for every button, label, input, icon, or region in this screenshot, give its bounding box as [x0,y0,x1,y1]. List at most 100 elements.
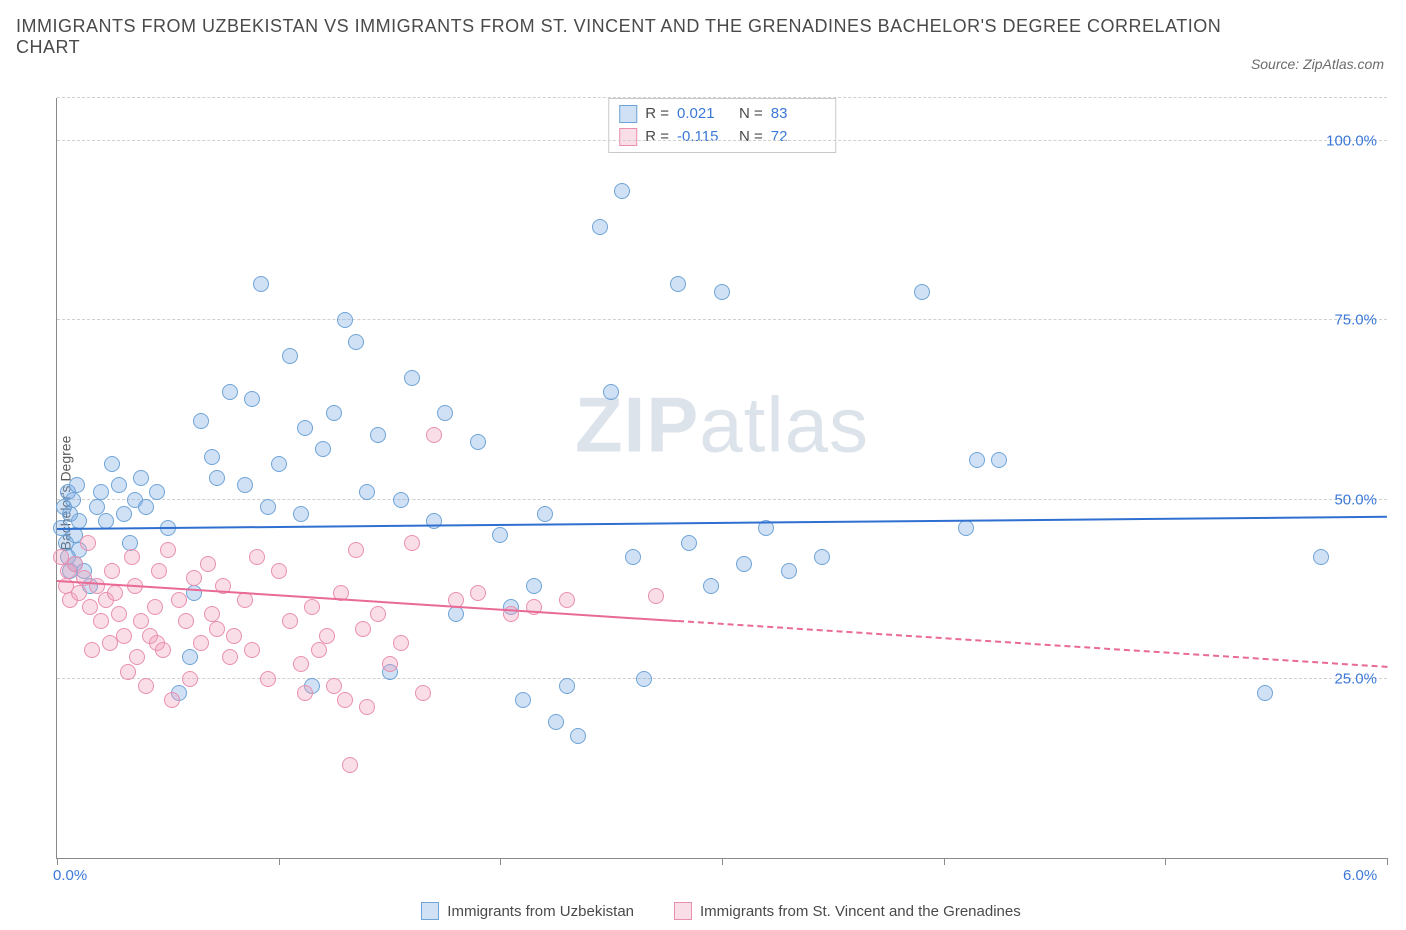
data-point-uzb [969,452,985,468]
data-point-svg [120,664,136,680]
data-point-uzb [670,276,686,292]
data-point-uzb [570,728,586,744]
data-point-svg [293,656,309,672]
x-tick [279,858,280,865]
data-point-svg [297,685,313,701]
data-point-svg [193,635,209,651]
watermark-light: atlas [699,380,869,468]
data-point-svg [82,599,98,615]
data-point-uzb [814,549,830,565]
data-point-uzb [603,384,619,400]
data-point-uzb [209,470,225,486]
data-point-svg [107,585,123,601]
y-tick-label: 100.0% [1326,133,1377,150]
data-point-svg [382,656,398,672]
data-point-uzb [133,470,149,486]
watermark-bold: ZIP [575,380,699,468]
data-point-uzb [714,284,730,300]
data-point-uzb [526,578,542,594]
data-point-uzb [326,405,342,421]
data-point-svg [311,642,327,658]
data-point-svg [209,621,225,637]
data-point-svg [147,599,163,615]
data-point-svg [426,427,442,443]
data-point-uzb [470,434,486,450]
data-point-uzb [592,219,608,235]
n-label: N = [739,126,763,149]
gridline-h [57,319,1387,320]
data-point-svg [164,692,180,708]
data-point-svg [271,563,287,579]
legend-stats: R = 0.021 N = 83 R = -0.115 N = 72 [608,98,836,153]
data-point-svg [178,613,194,629]
data-point-svg [116,628,132,644]
data-point-svg [84,642,100,658]
data-point-svg [155,642,171,658]
data-point-uzb [237,477,253,493]
data-point-uzb [186,585,202,601]
data-point-uzb [559,678,575,694]
data-point-uzb [991,452,1007,468]
data-point-svg [282,613,298,629]
data-point-uzb [182,649,198,665]
gridline-h [57,140,1387,141]
r-value-svg: -0.115 [677,126,731,149]
data-point-uzb [271,456,287,472]
data-point-uzb [359,484,375,500]
data-point-svg [370,606,386,622]
data-point-uzb [681,535,697,551]
swatch-uzb [421,902,439,920]
trend-line-svg-dashed [678,620,1387,668]
data-point-uzb [116,506,132,522]
data-point-svg [67,556,83,572]
trend-line-uzb [57,515,1387,529]
data-point-uzb [404,370,420,386]
n-label: N = [739,103,763,126]
data-point-svg [226,628,242,644]
data-point-svg [559,592,575,608]
data-point-svg [124,549,140,565]
data-point-uzb [253,276,269,292]
data-point-svg [470,585,486,601]
data-point-svg [319,628,335,644]
data-point-uzb [69,477,85,493]
x-tick-label: 6.0% [1343,867,1377,884]
data-point-svg [260,671,276,687]
data-point-uzb [244,391,260,407]
data-point-svg [171,592,187,608]
data-point-uzb [625,549,641,565]
x-tick [722,858,723,865]
data-point-svg [393,635,409,651]
x-tick [1387,858,1388,865]
chart-title: IMMIGRANTS FROM UZBEKISTAN VS IMMIGRANTS… [16,16,1276,58]
data-point-svg [138,678,154,694]
data-point-uzb [426,513,442,529]
data-point-svg [111,606,127,622]
data-point-uzb [370,427,386,443]
data-point-svg [337,692,353,708]
legend-item-uzb: Immigrants from Uzbekistan [421,902,634,920]
data-point-svg [222,649,238,665]
x-tick [500,858,501,865]
data-point-svg [160,542,176,558]
data-point-svg [244,642,260,658]
r-value-uzb: 0.021 [677,103,731,126]
data-point-uzb [703,578,719,594]
gridline-h [57,678,1387,679]
data-point-uzb [293,506,309,522]
legend-stats-row-uzb: R = 0.021 N = 83 [619,103,825,126]
data-point-svg [348,542,364,558]
y-tick-label: 25.0% [1334,670,1377,687]
data-point-uzb [448,606,464,622]
series-label-svg: Immigrants from St. Vincent and the Gren… [700,903,1021,920]
series-label-uzb: Immigrants from Uzbekistan [447,903,634,920]
data-point-svg [304,599,320,615]
data-point-svg [648,588,664,604]
x-tick [57,858,58,865]
data-point-svg [93,613,109,629]
data-point-svg [71,585,87,601]
data-point-svg [249,549,265,565]
gridline-h [57,499,1387,500]
data-point-uzb [93,484,109,500]
data-point-svg [104,563,120,579]
